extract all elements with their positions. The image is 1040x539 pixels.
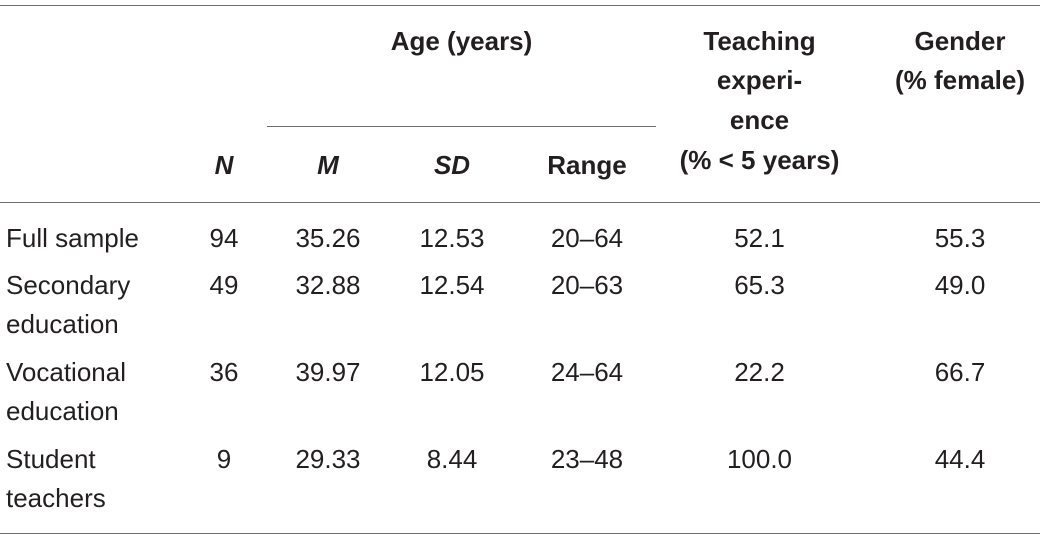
top-rule — [0, 5, 1040, 6]
n-cell: 36 — [209, 357, 239, 387]
age-group-header: Age (years) — [390, 26, 533, 56]
n-cell: 94 — [209, 223, 239, 253]
row-label: Full sample — [6, 223, 139, 253]
sd-column-header: SD — [433, 150, 471, 180]
mean-cell: 35.26 — [295, 223, 361, 253]
row-label: Student — [6, 444, 96, 474]
teaching-cell: 52.1 — [734, 223, 785, 253]
gender-cell: 66.7 — [934, 357, 986, 387]
range-cell: 20–63 — [550, 270, 624, 300]
row-label: Secondary — [6, 270, 131, 300]
age-spanner-rule — [267, 126, 656, 127]
gender-cell: 49.0 — [934, 270, 986, 300]
sd-cell: 12.54 — [419, 270, 485, 300]
mean-cell: 32.88 — [295, 270, 361, 300]
mean-cell: 29.33 — [295, 444, 361, 474]
bottom-rule — [0, 533, 1040, 534]
gender-cell: 44.4 — [934, 444, 986, 474]
teaching-cell: 100.0 — [726, 444, 793, 474]
sd-cell: 8.44 — [426, 444, 478, 474]
mean-column-header: M — [317, 150, 339, 180]
teaching-cell: 22.2 — [734, 357, 785, 387]
n-column-header: N — [214, 150, 234, 180]
row-label-line-2: education — [6, 396, 119, 426]
mean-cell: 39.97 — [295, 357, 361, 387]
n-cell: 49 — [209, 270, 239, 300]
range-cell: 24–64 — [550, 357, 624, 387]
range-column-header: Range — [547, 150, 627, 180]
range-cell: 20–64 — [550, 223, 624, 253]
sd-cell: 12.05 — [419, 357, 485, 387]
gender-cell: 55.3 — [934, 223, 986, 253]
n-cell: 9 — [216, 444, 232, 474]
row-label-line-2: education — [6, 309, 119, 339]
range-cell: 23–48 — [550, 444, 624, 474]
sd-cell: 12.53 — [419, 223, 485, 253]
header-bottom-rule — [0, 202, 1040, 203]
row-label: Vocational — [6, 357, 126, 387]
teaching-cell: 65.3 — [734, 270, 785, 300]
row-label-line-2: teachers — [6, 483, 106, 513]
